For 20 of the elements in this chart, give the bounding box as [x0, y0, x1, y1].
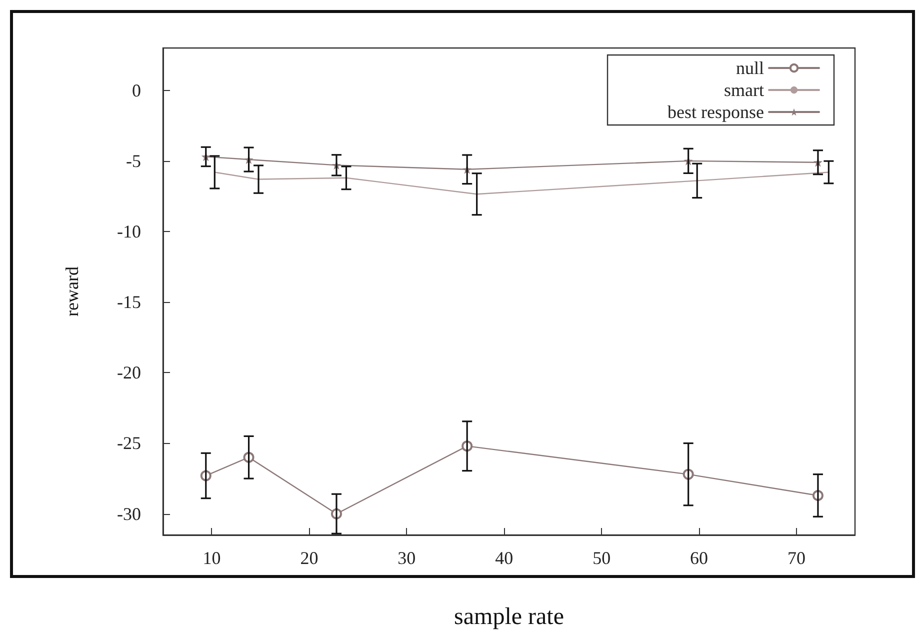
- x-tick-label: 30: [398, 548, 416, 568]
- x-tick-label: 50: [592, 548, 611, 568]
- legend-label: smart: [724, 80, 764, 100]
- y-tick-label: -30: [117, 504, 141, 524]
- y-axis-title: reward: [62, 266, 82, 316]
- legend-label: null: [736, 58, 764, 78]
- y-tick-label: -5: [126, 150, 141, 171]
- x-axis-title: sample rate: [454, 604, 564, 630]
- y-tick-label: -25: [117, 433, 141, 454]
- y-tick-label: 0: [132, 80, 141, 100]
- y-tick-label: -10: [117, 222, 141, 242]
- y-tick-label: -20: [117, 362, 141, 383]
- legend-label: best response: [668, 102, 764, 122]
- x-tick-label: 40: [495, 548, 514, 568]
- x-tick-label: 20: [300, 548, 318, 568]
- x-tick-label: 10: [202, 548, 221, 568]
- x-tick-label: 70: [788, 548, 806, 568]
- line-series: [214, 172, 830, 195]
- y-tick-label: -15: [117, 292, 141, 312]
- x-tick-label: 60: [690, 548, 708, 568]
